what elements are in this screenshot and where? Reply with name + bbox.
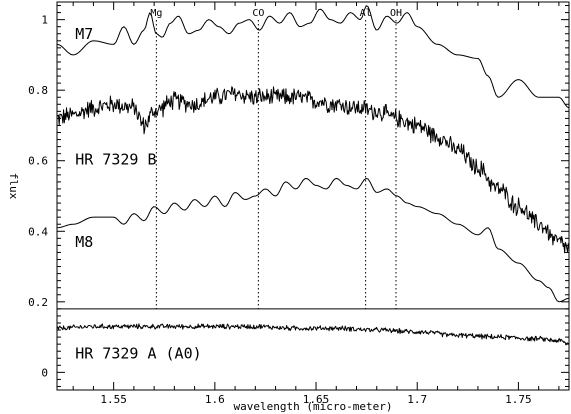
y-tick-label: 0.4 [28,225,48,238]
series-layer [56,5,570,346]
series-hr-7329-a-a0 [56,323,570,346]
series-m7 [56,5,570,109]
series-hr-7329-b [56,86,570,254]
series-label-m8: M8 [75,233,93,251]
series-label-hr-7329-b: HR 7329 B [75,150,156,168]
series-label-hr-7329-a-a0: HR 7329 A (A0) [75,344,201,362]
x-tick-label: 1.6 [205,393,225,406]
reference-label-al: Al [360,8,372,19]
axis-ticks: 1.55 1.6 1.65 1.7 1.75 0 0.2 0.4 0.6 0.8 1 [28,2,569,406]
x-tick-label: 1.75 [505,393,532,406]
x-tick-label: 1.55 [100,393,127,406]
series-annotations: M7 HR 7329 B M8 HR 7329 A (A0) [75,25,201,362]
reference-label-mg: Mg [150,8,162,19]
y-axis-title: flux [7,173,20,200]
plot-frame [56,1,570,391]
y-tick-label: 0.6 [28,155,48,168]
series-label-m7: M7 [75,25,93,43]
reference-label-co: CO [252,8,264,19]
reference-lines: Mg CO Al OH [150,8,402,309]
x-tick-label: 1.65 [303,393,330,406]
series-m8 [56,177,570,303]
y-tick-label: 1 [41,14,48,27]
x-axis-title: wavelength (micro-meter) [234,400,393,413]
x-tick-label: 1.7 [407,393,427,406]
y-tick-label: 0.8 [28,84,48,97]
y-tick-label: 0 [41,366,48,379]
y-tick-label: 0.2 [28,296,48,309]
reference-label-oh: OH [390,8,402,19]
